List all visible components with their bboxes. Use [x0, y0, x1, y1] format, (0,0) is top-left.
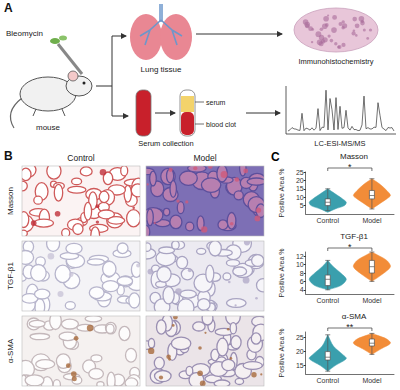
svg-text:15: 15: [296, 362, 304, 369]
svg-text:**: **: [346, 322, 354, 332]
svg-text:Model: Model: [362, 217, 382, 224]
html-text:C: C: [271, 150, 280, 164]
svg-text:5: 5: [300, 202, 304, 209]
svg-text:4: 4: [300, 286, 304, 293]
svg-text:Control: Control: [316, 297, 339, 304]
svg-text:Masson: Masson: [340, 152, 368, 161]
svg-text:α-SMA: α-SMA: [6, 338, 15, 363]
svg-text:Positive Area %: Positive Area %: [278, 328, 285, 377]
svg-text:serum: serum: [206, 99, 226, 106]
svg-text:mouse: mouse: [36, 123, 61, 132]
svg-text:10: 10: [296, 194, 304, 201]
svg-text:20: 20: [296, 348, 304, 355]
svg-text:Positive Area %: Positive Area %: [278, 168, 285, 217]
svg-text:6: 6: [300, 278, 304, 285]
svg-text:TGF-β1: TGF-β1: [340, 232, 368, 241]
svg-text:10: 10: [296, 261, 304, 268]
svg-text:α-SMA: α-SMA: [342, 312, 367, 321]
svg-text:12: 12: [296, 253, 304, 260]
svg-text:Masson: Masson: [6, 187, 15, 215]
svg-text:B: B: [4, 149, 13, 163]
svg-text:Bleomycin: Bleomycin: [6, 29, 43, 38]
svg-text:Positive Area %: Positive Area %: [278, 248, 285, 297]
svg-text:25: 25: [296, 169, 304, 176]
svg-text:Control: Control: [316, 217, 339, 224]
svg-text:Model: Model: [362, 377, 382, 384]
svg-text:A: A: [4, 1, 13, 15]
svg-text:Immunohistochemistry: Immunohistochemistry: [298, 57, 373, 66]
svg-text:8: 8: [300, 270, 304, 277]
svg-text:*: *: [348, 162, 352, 172]
svg-text:20: 20: [296, 177, 304, 184]
svg-text:Lung tissue: Lung tissue: [141, 65, 182, 74]
svg-text:Control: Control: [67, 153, 95, 163]
svg-text:TGF-β1: TGF-β1: [6, 262, 15, 290]
svg-text:Control: Control: [316, 377, 339, 384]
svg-text:*: *: [348, 242, 352, 252]
svg-text:Model: Model: [193, 153, 216, 163]
svg-text:blood clot: blood clot: [206, 121, 236, 128]
svg-text:LC-ESI-MS/MS: LC-ESI-MS/MS: [314, 139, 365, 148]
svg-text:Serum collection: Serum collection: [138, 139, 193, 148]
svg-text:15: 15: [296, 185, 304, 192]
svg-text:25: 25: [296, 334, 304, 341]
svg-text:Model: Model: [362, 297, 382, 304]
